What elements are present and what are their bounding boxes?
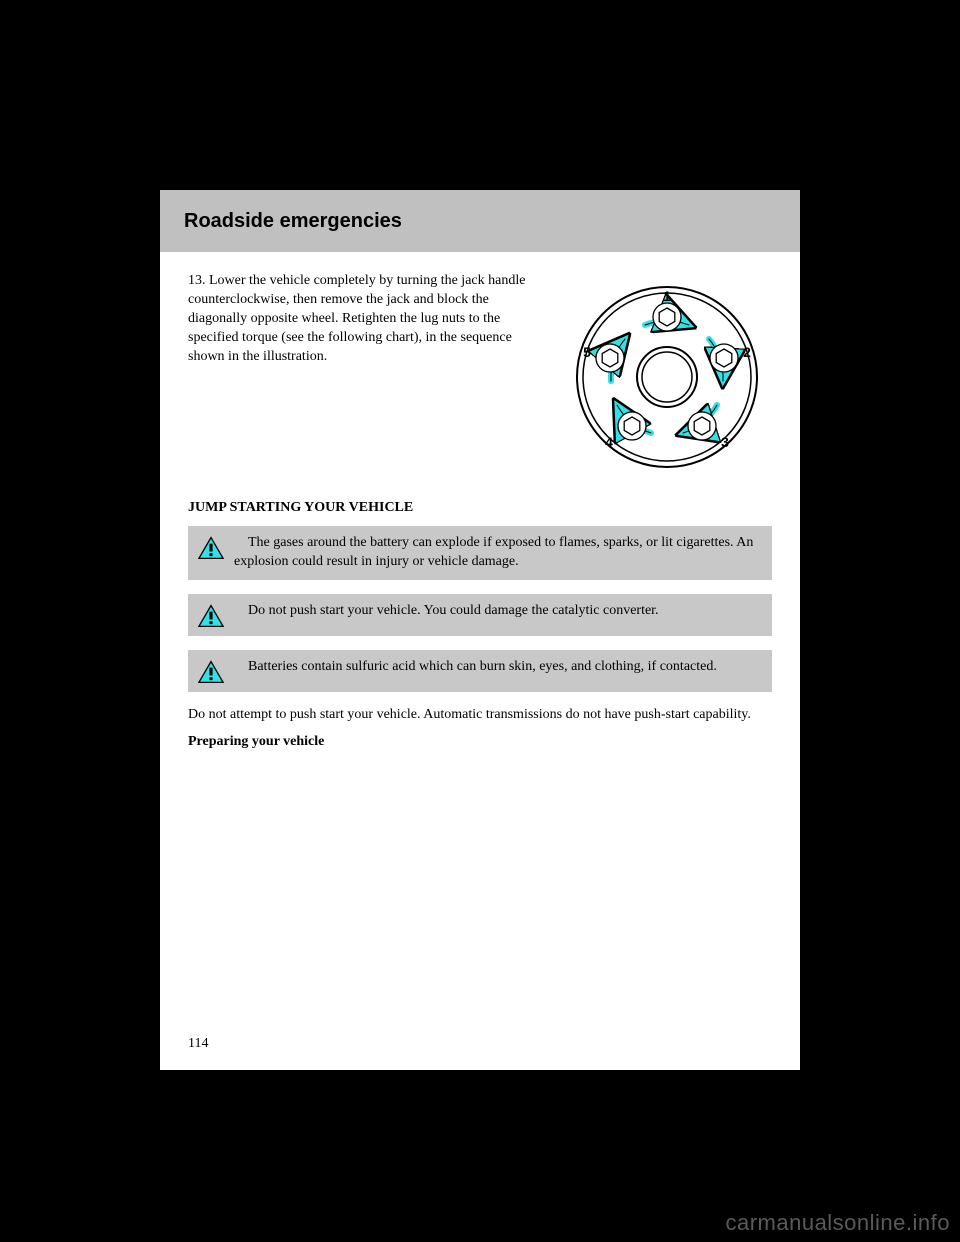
warning-text: Do not push start your vehicle. You coul… — [234, 602, 760, 621]
warning-text: Batteries contain sulfuric acid which ca… — [234, 658, 760, 677]
warning-box: Batteries contain sulfuric acid which ca… — [188, 650, 772, 692]
manual-page: Roadside emergencies 13. Lower the vehic… — [160, 190, 800, 1070]
instruction-step-row: 13. Lower the vehicle completely by turn… — [188, 272, 772, 482]
warning-text: The gases around the battery can explode… — [234, 534, 760, 572]
warning-box: Do not push start your vehicle. You coul… — [188, 594, 772, 636]
lugnut-diagram-svg: 1 3 5 2 4 — [567, 277, 767, 477]
body-paragraph: Do not attempt to push start your vehicl… — [188, 706, 772, 725]
subheading: Preparing your vehicle — [188, 733, 772, 752]
section-header-bar: Roadside emergencies — [160, 190, 800, 252]
lugnut-number: 2 — [743, 344, 751, 360]
lugnut-number: 5 — [583, 344, 591, 360]
watermark-text: carmanualsonline.info — [725, 1210, 950, 1236]
warning-triangle-icon — [198, 604, 224, 628]
lugnut-number: 1 — [663, 288, 671, 304]
instruction-step-text: 13. Lower the vehicle completely by turn… — [188, 272, 546, 366]
warning-triangle-icon — [198, 660, 224, 684]
lugnut-sequence-diagram: 1 3 5 2 4 — [562, 272, 772, 482]
warning-box: The gases around the battery can explode… — [188, 526, 772, 580]
page-content: 13. Lower the vehicle completely by turn… — [160, 252, 800, 752]
lugnut-number: 4 — [605, 434, 613, 450]
page-number: 114 — [188, 1036, 208, 1052]
warning-triangle-icon — [198, 536, 224, 560]
section-header-title: Roadside emergencies — [184, 210, 402, 233]
section-heading: JUMP STARTING YOUR VEHICLE — [188, 500, 772, 516]
lugnut-number: 3 — [721, 434, 729, 450]
